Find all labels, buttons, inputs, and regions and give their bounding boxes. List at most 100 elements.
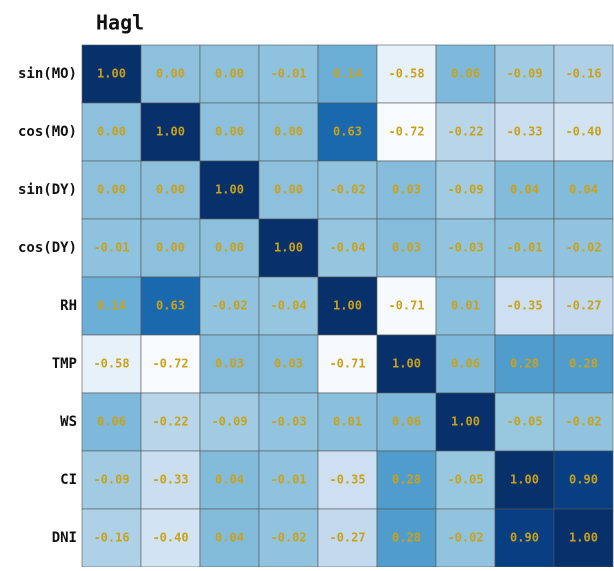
heatmap-cell: [81, 44, 142, 104]
heatmap-cell: [81, 102, 142, 162]
heatmap-cell: [258, 450, 319, 510]
cell-label: 0.00: [156, 67, 185, 81]
cell-label: 0.04: [510, 183, 539, 197]
cell-label: -0.09: [211, 415, 247, 429]
heatmap-cell: [81, 508, 142, 568]
heatmap-cell: [199, 44, 260, 104]
cell-label: 0.03: [392, 241, 421, 255]
cell-label: -0.71: [388, 299, 424, 313]
cell-label: -0.22: [152, 415, 188, 429]
heatmap-cell: [140, 160, 201, 220]
cell-label: -0.71: [329, 357, 365, 371]
cell-label: 0.06: [451, 67, 480, 81]
heatmap-cell: [317, 508, 378, 568]
heatmap-cell: [317, 392, 378, 452]
heatmap-cell: [317, 334, 378, 394]
cell-label: -0.02: [447, 531, 483, 545]
row-label: RH: [60, 298, 77, 314]
heatmap-cell: [553, 160, 614, 220]
cell-label: -0.27: [329, 531, 365, 545]
heatmap-cell: [553, 450, 614, 510]
cell-label: 0.04: [215, 531, 244, 545]
cell-label: 0.28: [569, 357, 598, 371]
cell-label: -0.01: [270, 473, 306, 487]
heatmap-cell: [140, 334, 201, 394]
cell-label: -0.27: [565, 299, 601, 313]
heatmap-cell: [376, 44, 437, 104]
row-label: DNI: [52, 530, 77, 546]
cell-label: -0.01: [270, 67, 306, 81]
heatmap-cell: [258, 218, 319, 278]
heatmap-cell: [258, 508, 319, 568]
cell-label: 0.00: [215, 67, 244, 81]
cell-label: 1.00: [333, 299, 362, 313]
heatmap-cell: [317, 450, 378, 510]
cell-label: 0.00: [215, 241, 244, 255]
heatmap-cell: [199, 102, 260, 162]
heatmap-cell: [376, 276, 437, 336]
cell-label: 1.00: [392, 357, 421, 371]
cell-label: 0.14: [97, 299, 126, 313]
heatmap-cell: [140, 44, 201, 104]
heatmap-cell: [258, 160, 319, 220]
heatmap-cell: [376, 450, 437, 510]
cell-label: 1.00: [156, 125, 185, 139]
heatmap-cell: [258, 276, 319, 336]
cell-label: 0.01: [451, 299, 480, 313]
cell-label: 0.00: [97, 125, 126, 139]
cell-label: 0.00: [274, 125, 303, 139]
heatmap-cell: [553, 508, 614, 568]
cell-label: -0.33: [506, 125, 542, 139]
heatmap-cell: [81, 218, 142, 278]
heatmap-cell: [258, 44, 319, 104]
cell-label: 0.01: [333, 415, 362, 429]
cell-label: -0.09: [93, 473, 129, 487]
cell-label: -0.58: [93, 357, 129, 371]
heatmap-cell: [494, 102, 555, 162]
cell-label: 1.00: [451, 415, 480, 429]
heatmap-cell: [140, 392, 201, 452]
cell-label: 0.00: [274, 183, 303, 197]
cell-label: 0.04: [569, 183, 598, 197]
row-label: CI: [60, 472, 77, 488]
row-label: sin(MO): [18, 66, 77, 82]
heatmap-cell: [81, 392, 142, 452]
cell-label: 0.03: [215, 357, 244, 371]
cell-label: -0.40: [152, 531, 188, 545]
cell-label: 0.63: [156, 299, 185, 313]
heatmap-cell: [553, 102, 614, 162]
heatmap-cell: [435, 508, 496, 568]
cell-label: -0.03: [270, 415, 306, 429]
cell-label: -0.22: [447, 125, 483, 139]
cell-label: 0.00: [215, 125, 244, 139]
cell-label: 1.00: [274, 241, 303, 255]
cell-label: -0.02: [565, 241, 601, 255]
heatmap-cell: [494, 218, 555, 278]
heatmap-cell: [376, 508, 437, 568]
cell-label: -0.01: [506, 241, 542, 255]
heatmap-cell: [435, 160, 496, 220]
row-label: cos(DY): [18, 240, 77, 256]
heatmap-cell: [199, 508, 260, 568]
cell-label: -0.33: [152, 473, 188, 487]
heatmap-cell: [317, 160, 378, 220]
row-label: cos(MO): [18, 124, 77, 140]
cell-label: -0.35: [329, 473, 365, 487]
cell-label: 0.90: [510, 531, 539, 545]
heatmap-cell: [199, 392, 260, 452]
cell-label: -0.05: [506, 415, 542, 429]
heatmap-cell: [140, 276, 201, 336]
cell-label: -0.02: [211, 299, 247, 313]
heatmap-cell: [81, 276, 142, 336]
heatmap-cell: [553, 276, 614, 336]
cell-label: 0.06: [451, 357, 480, 371]
heatmap-cell: [435, 102, 496, 162]
cell-label: 0.00: [156, 241, 185, 255]
chart-title: Hagl: [96, 11, 144, 35]
cell-label: -0.16: [565, 67, 601, 81]
heatmap-cell: [376, 102, 437, 162]
heatmap-cell: [376, 334, 437, 394]
cell-label: 0.28: [392, 531, 421, 545]
heatmap-cell: [435, 450, 496, 510]
